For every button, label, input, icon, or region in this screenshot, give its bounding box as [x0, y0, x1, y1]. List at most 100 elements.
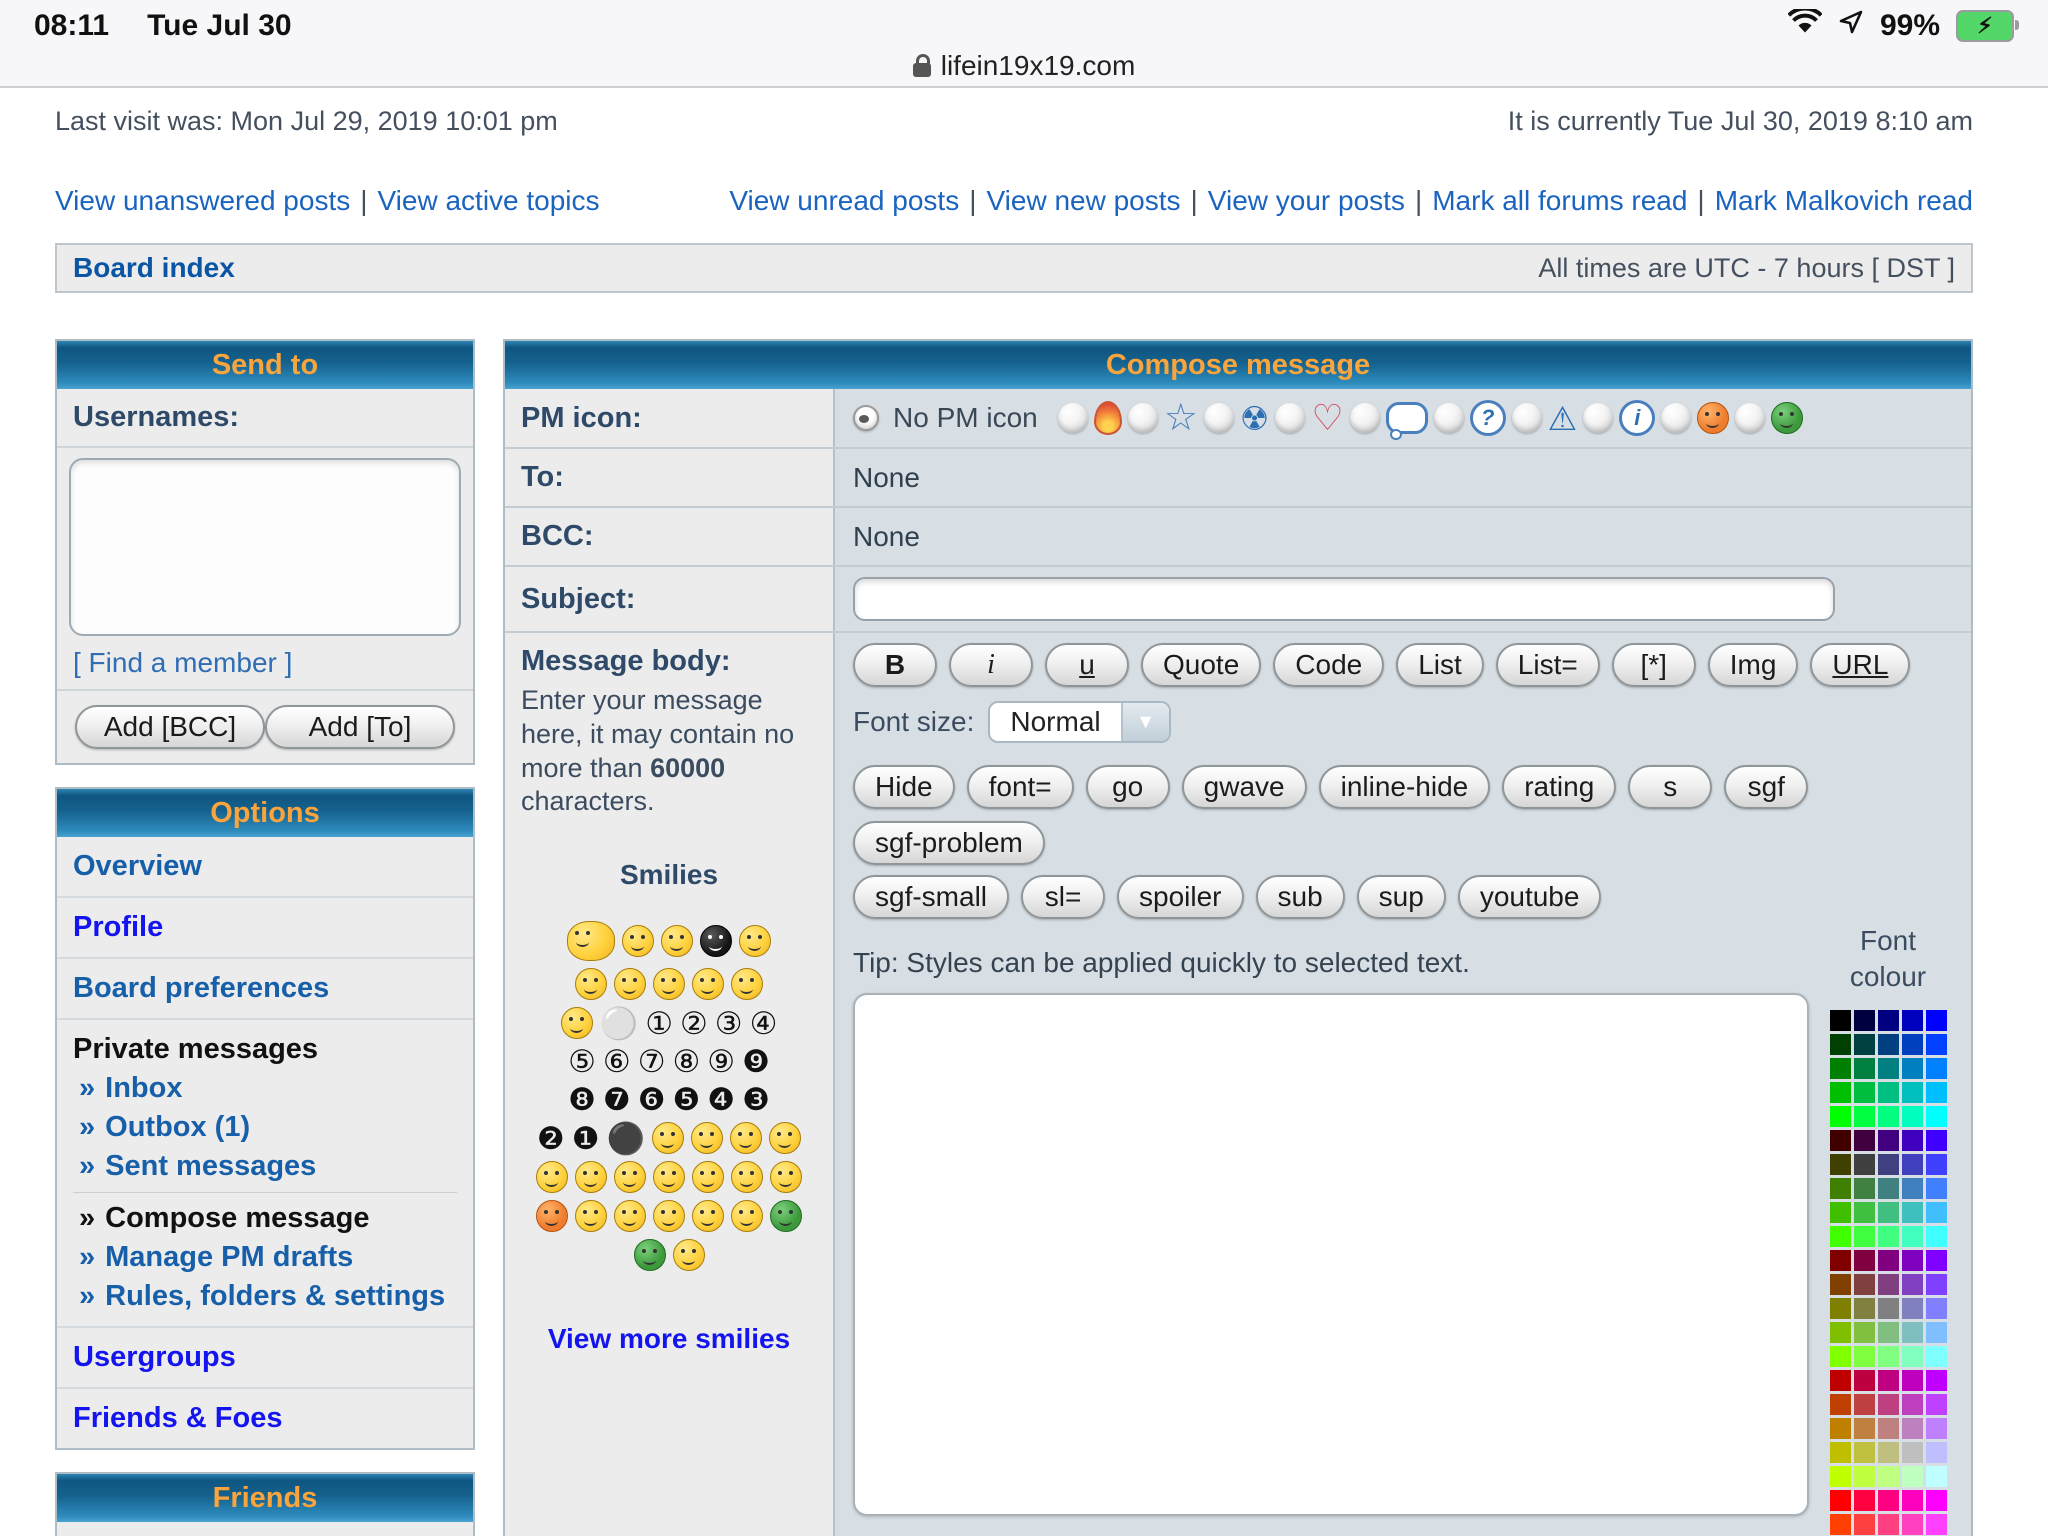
sidebar-item-overview[interactable]: Overview — [73, 847, 457, 886]
palette-color[interactable] — [1877, 1513, 1899, 1535]
palette-color[interactable] — [1877, 1321, 1899, 1343]
palette-color[interactable] — [1877, 1057, 1899, 1079]
palette-color[interactable] — [1925, 1321, 1947, 1343]
smiley-b9[interactable]: ❾ — [742, 1044, 770, 1079]
palette-color[interactable] — [1829, 1369, 1851, 1391]
nav-link[interactable]: View your posts — [1207, 185, 1405, 216]
palette-color[interactable] — [1925, 1345, 1947, 1367]
smiley-shock[interactable] — [536, 1161, 568, 1193]
palette-color[interactable] — [1877, 1345, 1899, 1367]
smiley-evil-grin[interactable] — [653, 1200, 685, 1232]
board-index-link[interactable]: Board index — [73, 252, 235, 283]
palette-color[interactable] — [1877, 1465, 1899, 1487]
palette-color[interactable] — [1853, 1297, 1875, 1319]
palette-color[interactable] — [1925, 1057, 1947, 1079]
bbcode-button-i[interactable]: i — [949, 643, 1033, 687]
smiley-nerd[interactable] — [633, 1239, 666, 1271]
palette-color[interactable] — [1901, 1513, 1923, 1535]
palette-color[interactable] — [1853, 1489, 1875, 1511]
smiley-b3[interactable]: ❸ — [742, 1082, 770, 1117]
fire-icon[interactable] — [1093, 401, 1122, 435]
palette-color[interactable] — [1901, 1153, 1923, 1175]
sidebar-item-friends-foes[interactable]: Friends & Foes — [73, 1399, 457, 1438]
palette-color[interactable] — [1901, 1081, 1923, 1103]
smiley-cuffs[interactable] — [653, 968, 685, 1000]
smiley-w9[interactable]: ⑨ — [707, 1044, 736, 1079]
smiley-geek[interactable] — [672, 1239, 705, 1271]
palette-color[interactable] — [1853, 1081, 1875, 1103]
palette-color[interactable] — [1829, 1273, 1851, 1295]
bbcode-button-sup[interactable]: sup — [1356, 875, 1446, 919]
palette-color[interactable] — [1829, 1321, 1851, 1343]
palette-color[interactable] — [1925, 1417, 1947, 1439]
info-icon[interactable]: i — [1619, 400, 1656, 436]
smiley-w4[interactable]: ④ — [749, 1005, 778, 1041]
palette-color[interactable] — [1853, 1105, 1875, 1127]
palette-color[interactable] — [1925, 1081, 1947, 1103]
smiley-w8[interactable]: ⑧ — [672, 1044, 701, 1079]
url-text[interactable]: lifein19x19.com — [940, 50, 1136, 81]
palette-color[interactable] — [1901, 1297, 1923, 1319]
palette-color[interactable] — [1853, 1417, 1875, 1439]
palette-color[interactable] — [1877, 1153, 1899, 1175]
palette-color[interactable] — [1901, 1225, 1923, 1247]
palette-color[interactable] — [1877, 1177, 1899, 1199]
palette-color[interactable] — [1925, 1105, 1947, 1127]
bbcode-button--[interactable]: [*] — [1611, 643, 1696, 687]
palette-color[interactable] — [1853, 1369, 1875, 1391]
palette-color[interactable] — [1877, 1009, 1899, 1031]
palette-color[interactable] — [1925, 1009, 1947, 1031]
palette-color[interactable] — [1877, 1441, 1899, 1463]
pm-icon-radio[interactable] — [1661, 403, 1692, 433]
palette-color[interactable] — [1853, 1465, 1875, 1487]
palette-color[interactable] — [1829, 1177, 1851, 1199]
palette-color[interactable] — [1901, 1417, 1923, 1439]
add-to-button[interactable]: Add [To] — [265, 705, 455, 749]
bbcode-button-s[interactable]: s — [1628, 765, 1713, 809]
nav-link[interactable]: View unanswered posts — [55, 185, 351, 216]
sidebar-item-board-preferences[interactable]: Board preferences — [73, 969, 457, 1008]
palette-color[interactable] — [1877, 1129, 1899, 1151]
palette-color[interactable] — [1853, 1345, 1875, 1367]
smiley-tongue[interactable] — [739, 925, 771, 957]
bbcode-button-font-[interactable]: font= — [966, 765, 1074, 809]
palette-color[interactable] — [1853, 1225, 1875, 1247]
smiley-sleep[interactable] — [769, 1122, 802, 1154]
palette-color[interactable] — [1877, 1033, 1899, 1055]
bbcode-button-sgf-small[interactable]: sgf-small — [853, 875, 1010, 919]
palette-color[interactable] — [1925, 1249, 1947, 1271]
bbcode-button-inline-hide[interactable]: inline-hide — [1318, 765, 1491, 809]
sidebar-item-profile[interactable]: Profile — [73, 908, 457, 947]
smiley-b1[interactable]: ❶ — [571, 1120, 600, 1156]
palette-color[interactable] — [1853, 1009, 1875, 1031]
palette-color[interactable] — [1829, 1081, 1851, 1103]
smiley-grin[interactable] — [652, 1122, 685, 1154]
palette-color[interactable] — [1853, 1249, 1875, 1271]
palette-color[interactable] — [1853, 1273, 1875, 1295]
bbcode-button-gwave[interactable]: gwave — [1181, 765, 1307, 809]
palette-color[interactable] — [1853, 1393, 1875, 1415]
palette-color[interactable] — [1829, 1297, 1851, 1319]
sidebar-item-rules-folders-settings[interactable]: » Rules, folders & settings — [73, 1277, 457, 1316]
nav-link[interactable]: View unread posts — [729, 185, 960, 216]
smiley-white-stone[interactable]: ⚪ — [599, 1005, 639, 1041]
palette-color[interactable] — [1829, 1345, 1851, 1367]
smiley-eyes[interactable] — [575, 1161, 607, 1193]
smiley-cheer[interactable] — [622, 925, 654, 957]
bbcode-button-hide[interactable]: Hide — [853, 765, 955, 809]
smiley-wink[interactable] — [730, 1122, 763, 1154]
palette-color[interactable] — [1925, 1201, 1947, 1223]
smiley-b4[interactable]: ❹ — [707, 1082, 736, 1117]
nav-link[interactable]: Mark Malkovich read — [1714, 185, 1973, 216]
smiley-sad[interactable] — [614, 1161, 646, 1193]
bbcode-button-go[interactable]: go — [1085, 765, 1170, 809]
smiley-rambo[interactable] — [575, 968, 607, 1000]
pm-icon-radio[interactable] — [1275, 403, 1306, 433]
smiley-w7[interactable]: ⑦ — [637, 1044, 666, 1079]
palette-color[interactable] — [1925, 1273, 1947, 1295]
nav-link[interactable]: Mark all forums read — [1432, 185, 1688, 216]
smiley-study[interactable] — [692, 968, 724, 1000]
mrgreen-icon[interactable] — [1771, 402, 1804, 434]
palette-color[interactable] — [1829, 1513, 1851, 1535]
pm-icon-radio[interactable] — [1127, 403, 1158, 433]
